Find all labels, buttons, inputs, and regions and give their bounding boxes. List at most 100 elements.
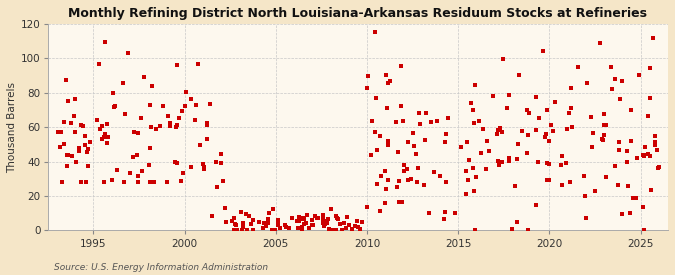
Point xyxy=(319,219,329,224)
Point xyxy=(128,155,139,160)
Point xyxy=(344,222,354,227)
Point xyxy=(483,148,494,153)
Point xyxy=(231,223,242,227)
Point xyxy=(464,158,475,163)
Point xyxy=(202,121,213,125)
Point xyxy=(82,164,93,168)
Point xyxy=(512,157,522,161)
Point xyxy=(254,220,265,224)
Point xyxy=(362,74,373,79)
Point xyxy=(614,147,624,152)
Point xyxy=(103,135,113,139)
Point xyxy=(194,143,205,147)
Point xyxy=(639,153,649,158)
Point xyxy=(596,137,607,141)
Point xyxy=(138,75,149,79)
Point xyxy=(392,185,402,189)
Point xyxy=(202,123,213,128)
Point xyxy=(441,180,452,184)
Point xyxy=(460,192,471,197)
Point xyxy=(108,105,119,109)
Point xyxy=(171,125,182,129)
Point xyxy=(92,118,103,123)
Point xyxy=(306,218,317,222)
Point xyxy=(474,118,485,123)
Point xyxy=(258,226,269,230)
Point xyxy=(61,164,72,169)
Point xyxy=(477,127,488,131)
Point xyxy=(396,63,407,68)
Point xyxy=(512,141,523,146)
Point xyxy=(381,187,392,191)
Point xyxy=(521,151,532,156)
Point xyxy=(543,178,554,182)
Point xyxy=(469,120,480,125)
Point xyxy=(541,161,552,166)
Point xyxy=(230,228,240,233)
Point xyxy=(304,226,315,230)
Point xyxy=(180,104,191,108)
Point xyxy=(310,214,321,218)
Point xyxy=(148,180,159,185)
Point xyxy=(356,220,367,224)
Point xyxy=(125,171,136,175)
Point xyxy=(59,142,70,146)
Point xyxy=(643,113,653,118)
Point xyxy=(346,227,357,232)
Point xyxy=(562,126,573,131)
Point xyxy=(632,156,643,161)
Point xyxy=(238,221,248,225)
Point xyxy=(396,200,407,204)
Point xyxy=(640,144,651,149)
Point xyxy=(412,166,423,170)
Point xyxy=(97,136,107,141)
Point xyxy=(622,160,632,164)
Point xyxy=(466,101,477,105)
Point xyxy=(74,148,84,153)
Point xyxy=(205,102,215,107)
Point xyxy=(76,122,86,127)
Point xyxy=(80,180,91,185)
Point xyxy=(244,213,254,218)
Point xyxy=(649,140,660,144)
Point xyxy=(598,122,609,127)
Point xyxy=(102,141,113,145)
Point xyxy=(207,213,218,218)
Point xyxy=(143,163,154,168)
Point xyxy=(118,81,129,85)
Point xyxy=(248,218,259,222)
Point xyxy=(336,228,347,232)
Point xyxy=(297,225,308,230)
Point xyxy=(429,170,440,174)
Point xyxy=(396,104,406,108)
Point xyxy=(352,219,362,223)
Point xyxy=(615,97,626,101)
Point xyxy=(461,169,472,174)
Point xyxy=(375,134,385,138)
Point xyxy=(514,73,524,77)
Point xyxy=(302,213,313,217)
Point xyxy=(144,146,155,150)
Text: Source: U.S. Energy Information Administration: Source: U.S. Energy Information Administ… xyxy=(54,263,268,272)
Point xyxy=(61,78,72,82)
Point xyxy=(270,228,281,233)
Point xyxy=(321,221,332,225)
Point xyxy=(598,112,609,117)
Point xyxy=(579,194,590,198)
Point xyxy=(97,124,107,128)
Point xyxy=(284,226,294,230)
Point xyxy=(524,110,535,115)
Point xyxy=(493,159,504,164)
Point xyxy=(491,132,502,136)
Point xyxy=(531,203,541,208)
Point xyxy=(95,127,106,131)
Point xyxy=(361,205,372,209)
Point xyxy=(294,216,305,220)
Point xyxy=(317,221,328,226)
Point xyxy=(99,180,109,185)
Point xyxy=(119,180,130,185)
Point xyxy=(507,226,518,231)
Point xyxy=(246,221,256,226)
Point xyxy=(53,130,63,135)
Point xyxy=(297,227,308,232)
